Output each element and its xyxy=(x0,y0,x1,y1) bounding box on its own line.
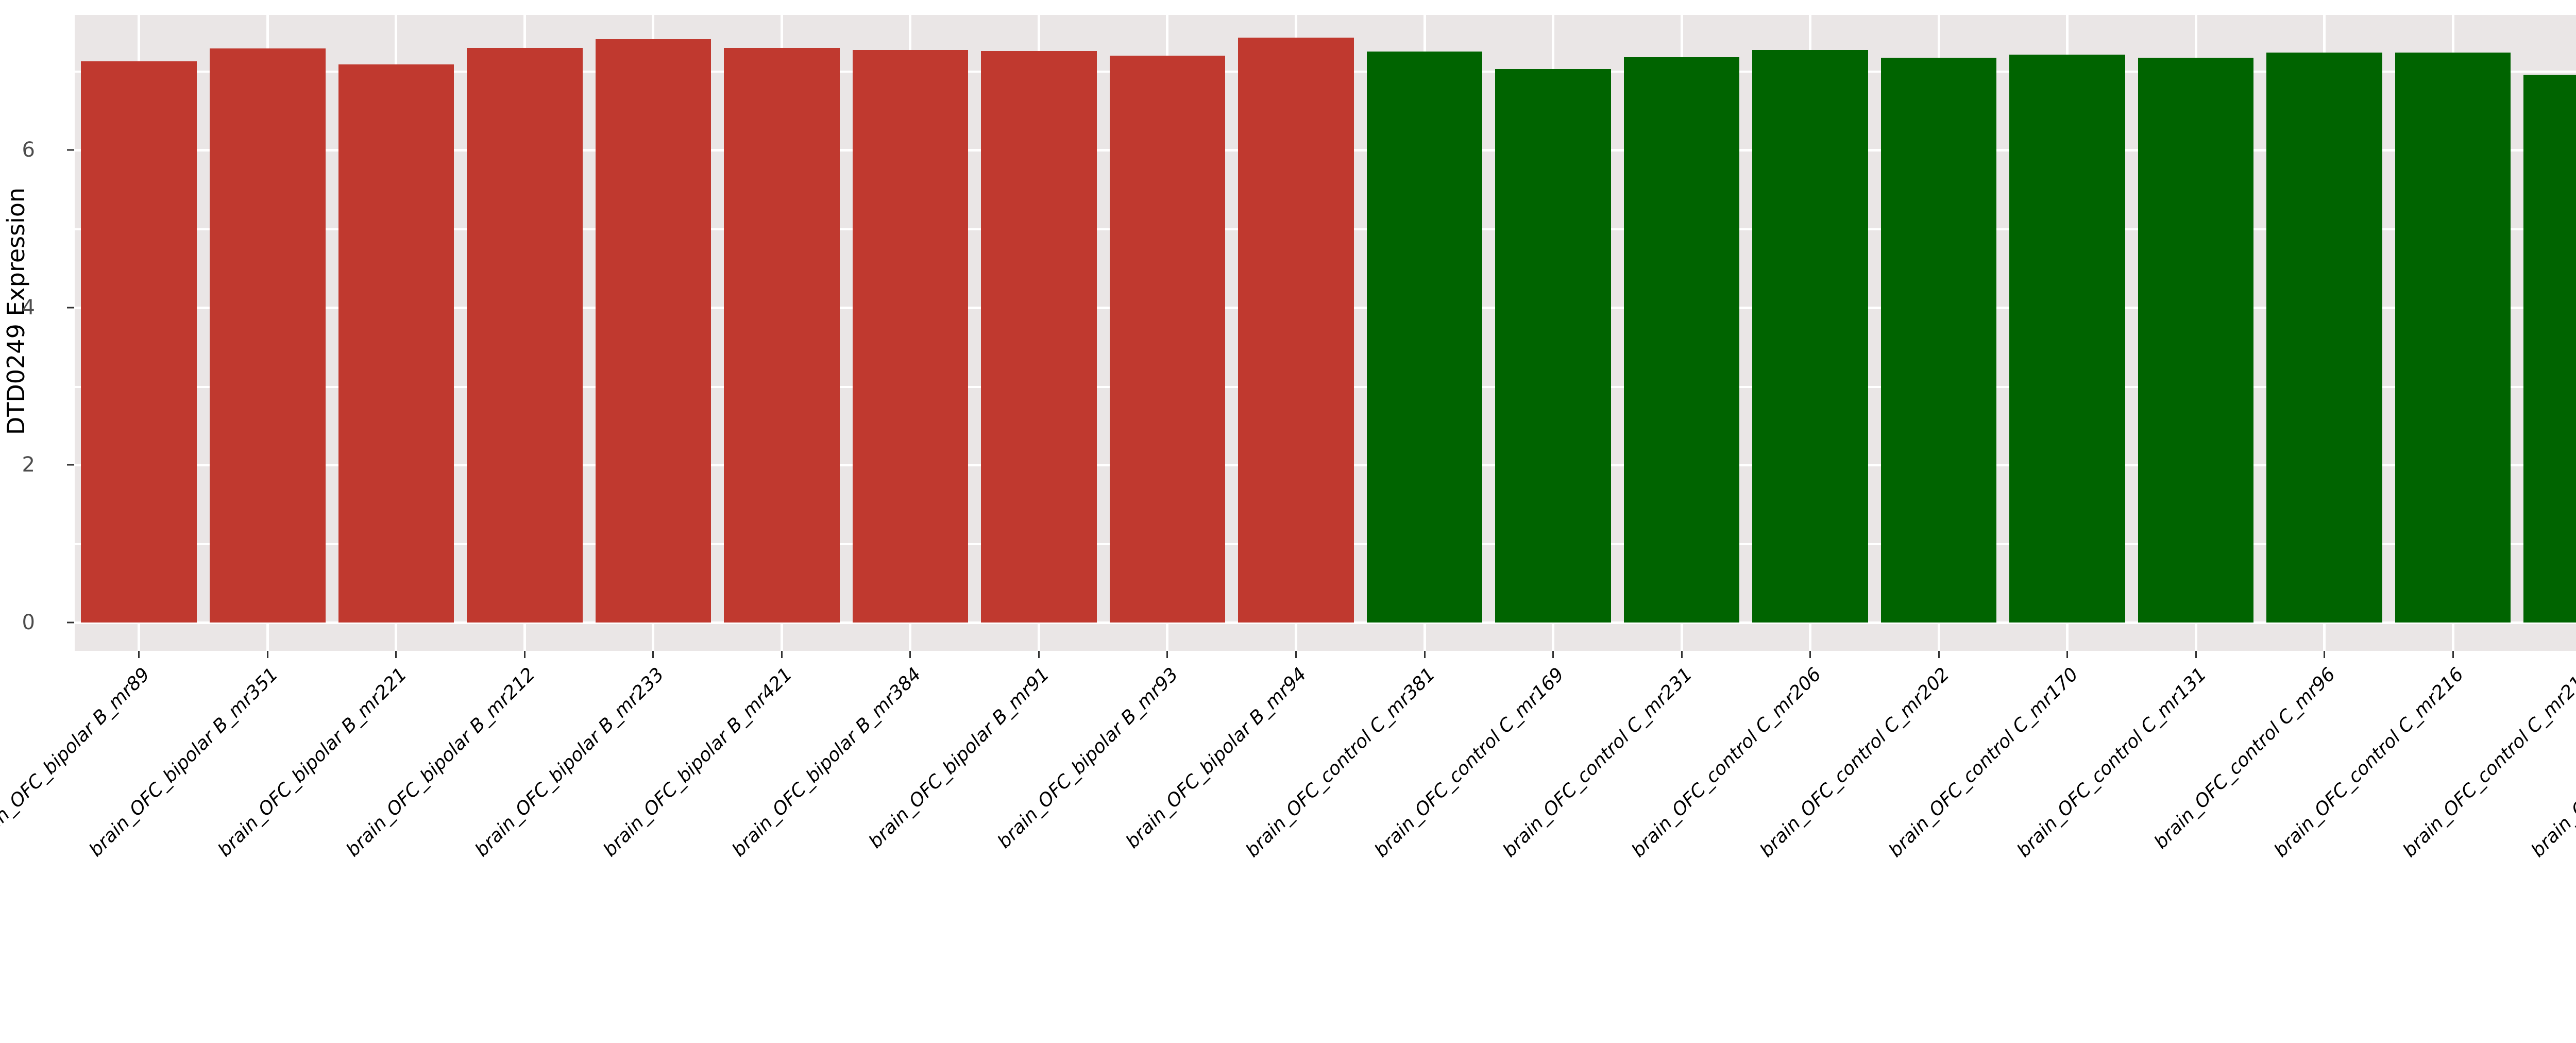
x-axis-tick-mark xyxy=(1552,651,1554,658)
bar[interactable] xyxy=(2266,52,2382,623)
bar[interactable] xyxy=(1109,55,1226,623)
bar[interactable] xyxy=(210,48,326,623)
bar[interactable] xyxy=(595,39,711,623)
bar[interactable] xyxy=(1366,52,1483,623)
x-axis-tick-mark xyxy=(1809,651,1811,658)
x-axis-tick-mark xyxy=(1038,651,1040,658)
y-axis-tick-label: 4 xyxy=(22,295,35,319)
bar[interactable] xyxy=(2395,52,2511,623)
x-axis-tick-mark xyxy=(1295,651,1297,658)
bar[interactable] xyxy=(1880,58,1997,623)
y-axis-tick-mark xyxy=(67,307,74,309)
x-axis-tick-mark xyxy=(2066,651,2069,658)
x-axis-tick-mark xyxy=(909,651,911,658)
x-axis-tick-label: brain_OFC_bipolar B_mr351 xyxy=(0,664,283,1043)
x-axis-tick-mark xyxy=(2324,651,2326,658)
bar[interactable] xyxy=(1752,50,1868,623)
y-axis-tick-mark xyxy=(67,621,74,624)
x-axis-tick-mark xyxy=(1423,651,1426,658)
y-axis-tick-label: 2 xyxy=(22,453,35,477)
x-axis-tick-mark xyxy=(2452,651,2454,658)
bar[interactable] xyxy=(2138,58,2254,623)
x-axis-tick-mark xyxy=(1681,651,1683,658)
x-axis-tick-mark xyxy=(1938,651,1940,658)
bar[interactable] xyxy=(1495,69,1611,623)
bar[interactable] xyxy=(1238,37,1354,623)
y-axis-tick-mark xyxy=(67,464,74,466)
bar[interactable] xyxy=(981,51,1097,623)
bar[interactable] xyxy=(81,61,197,623)
bar[interactable] xyxy=(724,47,840,623)
x-axis-tick-mark xyxy=(2195,651,2197,658)
bar[interactable] xyxy=(467,47,583,623)
x-axis-tick-mark xyxy=(395,651,397,658)
bar[interactable] xyxy=(2523,74,2576,623)
bar[interactable] xyxy=(852,50,969,623)
x-axis-tick-mark xyxy=(523,651,526,658)
x-axis-tick-mark xyxy=(138,651,140,658)
x-axis-tick-mark xyxy=(1166,651,1168,658)
bar[interactable] xyxy=(2009,55,2125,623)
x-axis-tick-mark xyxy=(781,651,783,658)
plot-panel xyxy=(75,15,2576,651)
bar[interactable] xyxy=(338,64,454,623)
bar[interactable] xyxy=(1623,57,1740,623)
y-axis-tick-label: 6 xyxy=(22,138,35,162)
gridline-major-y xyxy=(75,621,2576,624)
y-axis-tick-mark xyxy=(67,149,74,151)
y-axis-tick-label: 0 xyxy=(22,611,35,634)
x-axis-tick-mark xyxy=(652,651,654,658)
x-axis-tick-mark xyxy=(266,651,268,658)
